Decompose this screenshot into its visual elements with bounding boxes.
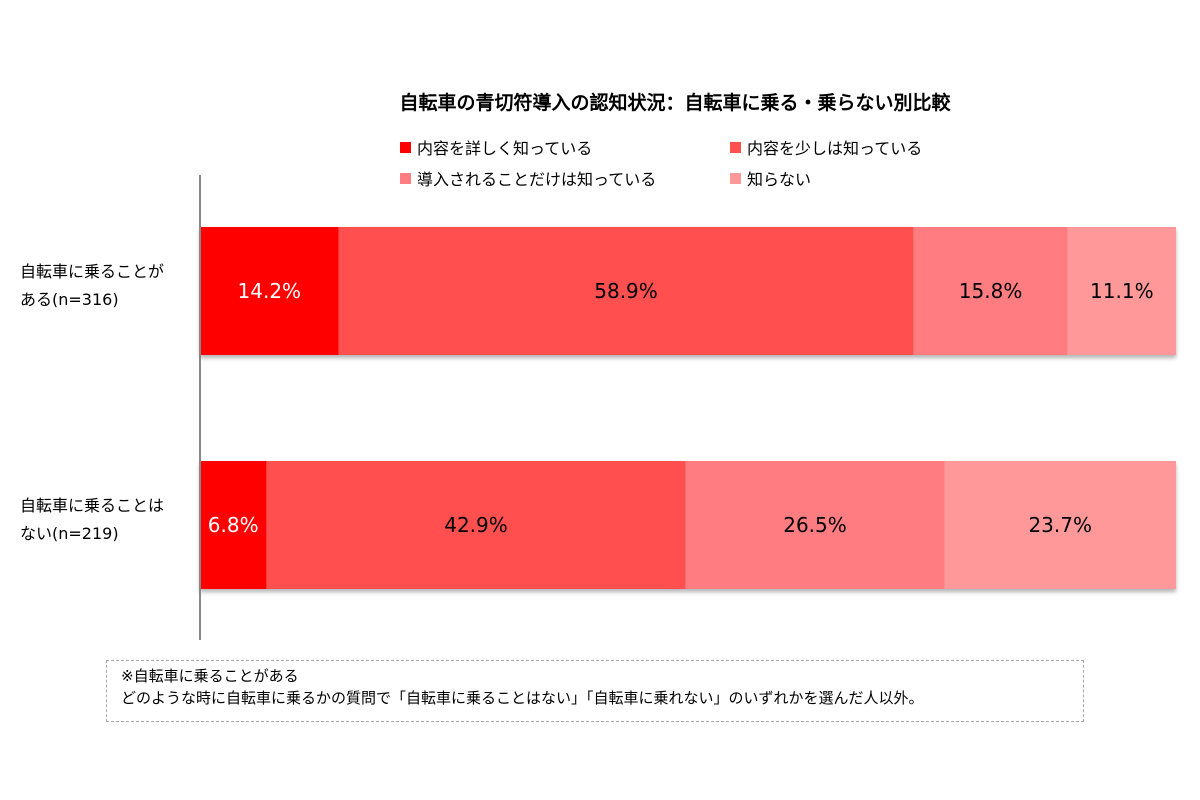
legend-item-only-aware: 導入されることだけは知っている <box>400 166 656 190</box>
category-label-line: ない(n=219) <box>20 524 119 543</box>
category-label-line: 自転車に乗ることが <box>20 262 165 281</box>
legend-item-detailed: 内容を詳しく知っている <box>400 135 592 159</box>
bar-segment <box>913 227 1068 355</box>
category-label-rides: 自転車に乗ることが ある(n=316) <box>20 258 190 314</box>
data-label: 14.2% <box>238 279 302 303</box>
footnote-line: ※自転車に乗ることがある <box>121 667 299 685</box>
bar-segment <box>685 461 945 589</box>
legend-label: 知らない <box>747 170 812 189</box>
bar-segment <box>266 461 686 589</box>
legend-item-unaware: 知らない <box>730 166 811 190</box>
data-label: 11.1% <box>1090 279 1154 303</box>
data-label: 15.8% <box>959 279 1023 303</box>
bar-segment <box>1067 227 1176 355</box>
category-label-no-ride: 自転車に乗ることは ない(n=219) <box>20 492 190 548</box>
data-label: 23.7% <box>1028 513 1092 537</box>
legend-swatch <box>400 141 411 153</box>
data-label: 42.9% <box>444 513 508 537</box>
legend-swatch <box>400 172 411 184</box>
category-label-line: ある(n=316) <box>20 290 119 309</box>
bar-segment <box>200 227 339 355</box>
footnote-box: ※自転車に乗ることがある どのような時に自転車に乗るかの質問で「自転車に乗ること… <box>106 660 1084 722</box>
legend-label: 内容を少しは知っている <box>747 139 923 158</box>
legend-item-somewhat: 内容を少しは知っている <box>730 135 922 159</box>
bar-segment <box>944 461 1176 589</box>
data-label: 26.5% <box>783 513 847 537</box>
legend-label: 導入されることだけは知っている <box>417 170 657 189</box>
category-label-line: 自転車に乗ることは <box>20 496 165 515</box>
chart-title: 自転車の青切符導入の認知状況：自転車に乗る・乗らない別比較 <box>399 92 951 114</box>
bar-row <box>200 461 1176 589</box>
footnote-line: どのような時に自転車に乗るかの質問で「自転車に乗ることはない」「自転車に乗れない… <box>121 689 924 707</box>
bar-segment <box>200 461 267 589</box>
legend-swatch <box>730 141 741 153</box>
bar-segment <box>338 227 914 355</box>
bar-row <box>200 227 1176 355</box>
legend-label: 内容を詳しく知っている <box>417 139 593 158</box>
data-label: 6.8% <box>208 513 259 537</box>
legend-swatch <box>730 172 741 184</box>
data-label: 58.9% <box>594 279 658 303</box>
